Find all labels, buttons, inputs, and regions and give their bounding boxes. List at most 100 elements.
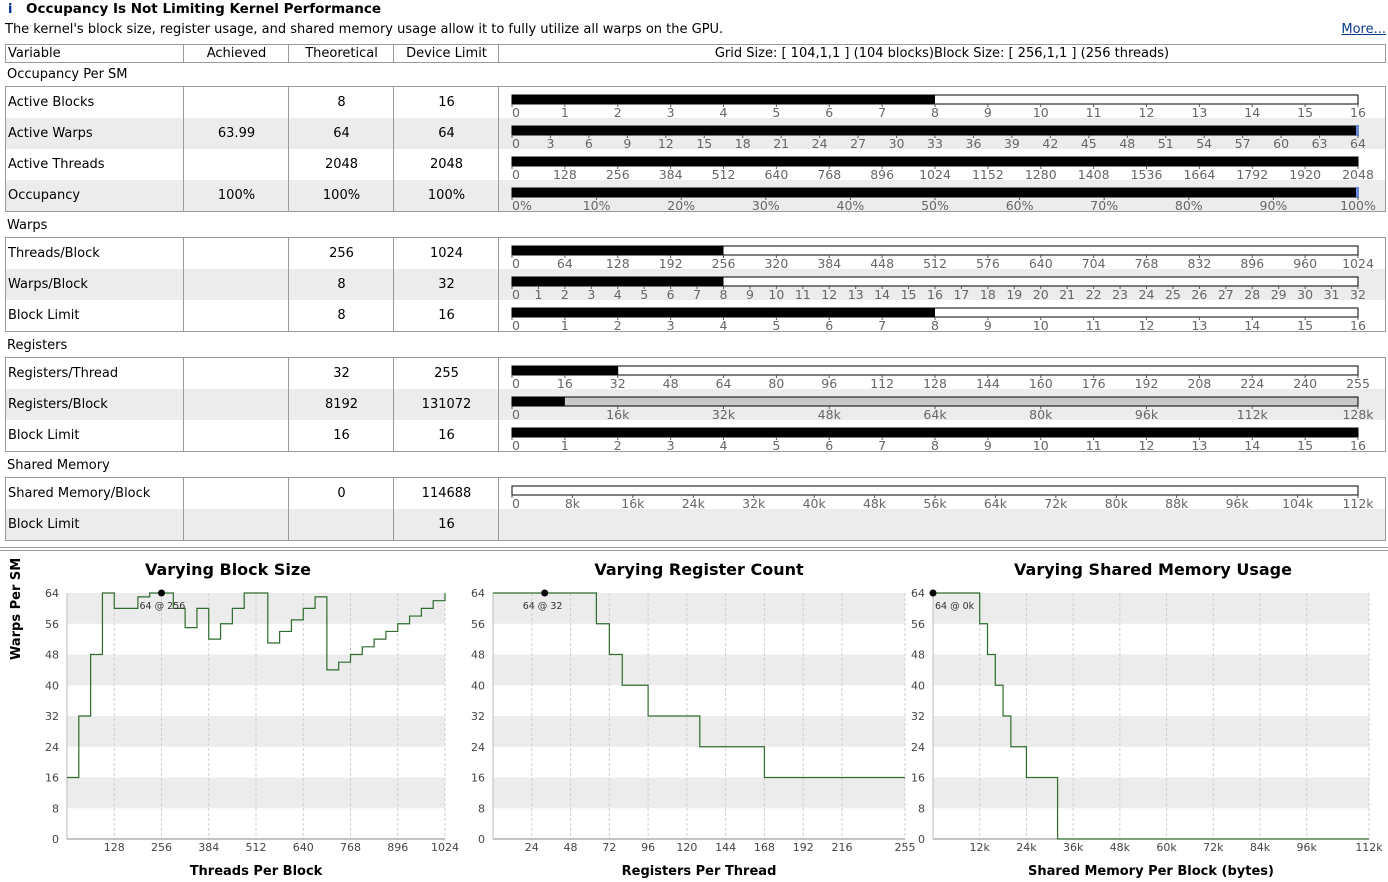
tick-label: 10 <box>1033 105 1049 120</box>
device-limit-cell: 100% <box>427 188 466 203</box>
x-axis-label: Registers Per Thread <box>621 864 777 879</box>
tick-label: 5 <box>772 318 780 333</box>
tick-label: 0 <box>512 318 520 333</box>
tick-label: 7 <box>693 287 701 302</box>
tick-label: 96k <box>1135 407 1159 422</box>
tick-label: 112k <box>1342 496 1374 511</box>
tick-label: 1280 <box>1025 167 1057 182</box>
tick-label: 5 <box>772 105 780 120</box>
tick-label: 21 <box>1059 287 1075 302</box>
tick-label: 256 <box>712 256 736 271</box>
tick-label: 3 <box>667 318 675 333</box>
theoretical-cell: 8 <box>337 95 346 110</box>
device-limit-cell: 64 <box>438 126 455 141</box>
section-table: Shared Memory/Block 0 114688 0 8k 16k 24k 32k 40… <box>5 477 1386 541</box>
grid-band <box>493 777 905 809</box>
header-device-limit: Device Limit <box>406 46 487 61</box>
tick-label: 7 <box>878 318 886 333</box>
tick-label: 8 <box>931 105 939 120</box>
tick-label: 8k <box>565 496 581 511</box>
tick-label: 32 <box>1350 287 1366 302</box>
series-line <box>933 592 1369 840</box>
tick-label: 64 <box>557 256 573 271</box>
tick-label: 0 <box>512 407 520 422</box>
tick-label: 1 <box>561 438 569 453</box>
tick-label: 48 <box>663 376 679 391</box>
tick-label: 704 <box>1082 256 1106 271</box>
tick-label: 15 <box>1297 105 1313 120</box>
tick-label: 54 <box>1196 136 1212 151</box>
achieved-cell <box>184 509 289 540</box>
x-tick-label: 128 <box>104 841 125 854</box>
tick-label: 3 <box>546 136 554 151</box>
x-axis-label: Threads Per Block <box>189 864 323 879</box>
x-tick-label: 60k <box>1156 841 1177 854</box>
tick-label: 15 <box>696 136 712 151</box>
tick-label: 160 <box>1029 376 1053 391</box>
column-divider <box>498 358 499 451</box>
bar-track <box>511 485 1359 496</box>
tick-label: 50% <box>921 198 949 213</box>
tick-label: 28 <box>1244 287 1260 302</box>
grid-band <box>67 654 445 686</box>
tick-label: 128k <box>1342 407 1374 422</box>
tick-label: 30% <box>752 198 780 213</box>
tick-label: 0 <box>512 438 520 453</box>
tick-label: 19 <box>1006 287 1022 302</box>
tick-label: 176 <box>1082 376 1106 391</box>
tick-label: 23 <box>1112 287 1128 302</box>
tick-label: 16 <box>1350 318 1366 333</box>
tick-label: 0 <box>512 287 520 302</box>
tick-label: 6 <box>667 287 675 302</box>
tick-label: 3 <box>667 105 675 120</box>
x-tick-label: 24 <box>525 841 539 854</box>
device-limit-cell: 16 <box>438 95 455 110</box>
device-limit-cell: 16 <box>438 517 455 532</box>
tick-label: 2 <box>614 105 622 120</box>
y-tick-label: 64 <box>45 587 59 600</box>
tick-label: 10% <box>583 198 611 213</box>
tick-label: 384 <box>659 167 683 182</box>
tick-label: 320 <box>764 256 788 271</box>
tick-label: 6 <box>825 318 833 333</box>
column-divider <box>393 87 394 211</box>
x-tick-label: 255 <box>895 841 916 854</box>
section-table: Active Blocks 8 16 0 1 2 3 4 5 6 7 8 9 10 11 12 13 14 15 16… <box>5 86 1386 213</box>
column-divider <box>288 478 289 540</box>
tick-label: 768 <box>1135 256 1159 271</box>
tick-label: 96k <box>1226 496 1250 511</box>
tick-label: 15 <box>1297 318 1313 333</box>
table-row: Registers/Thread 32 255 <box>6 358 1385 389</box>
variable-cell: Threads/Block <box>8 246 100 261</box>
tick-label: 33 <box>927 136 943 151</box>
x-tick-label: 640 <box>293 841 314 854</box>
tick-label: 11 <box>1086 105 1102 120</box>
tick-label: 0% <box>512 198 532 213</box>
x-tick-label: 72k <box>1203 841 1224 854</box>
grid-block-info: Grid Size: [ 104,1,1 ] (104 blocks)Block… <box>714 46 1170 61</box>
bar-fill <box>512 277 724 286</box>
y-tick-label: 64 <box>471 587 485 600</box>
x-tick-label: 1024 <box>431 841 459 854</box>
y-tick-label: 8 <box>52 802 59 815</box>
table-header-row: Variable Achieved Theoretical Device Lim… <box>5 44 1386 63</box>
y-tick-label: 64 <box>911 587 925 600</box>
x-tick-label: 144 <box>715 841 736 854</box>
x-tick-label: 112k <box>1355 841 1383 854</box>
x-tick-label: 216 <box>831 841 852 854</box>
variable-cell: Active Blocks <box>8 95 95 110</box>
theoretical-cell <box>289 509 394 540</box>
more-link[interactable]: More... <box>1341 22 1386 37</box>
device-limit-cell: 2048 <box>429 157 464 172</box>
tick-label: 16 <box>927 287 943 302</box>
tick-label: 31 <box>1324 287 1340 302</box>
x-tick-label: 96k <box>1297 841 1318 854</box>
x-tick-label: 168 <box>754 841 775 854</box>
tick-label: 576 <box>976 256 1000 271</box>
section-title: Warps <box>7 218 48 233</box>
tick-label: 0 <box>512 136 520 151</box>
theoretical-cell: 0 <box>337 486 346 501</box>
section-table: Threads/Block 256 1024 0 64 128 192 256 320 384 44… <box>5 237 1386 333</box>
chart-title: Varying Block Size <box>144 560 312 579</box>
usage-bar: 0 8k 16k 24k 32k 40k 48k 56k 64k 72k 80k 88k 96k 104k… <box>511 485 1374 511</box>
